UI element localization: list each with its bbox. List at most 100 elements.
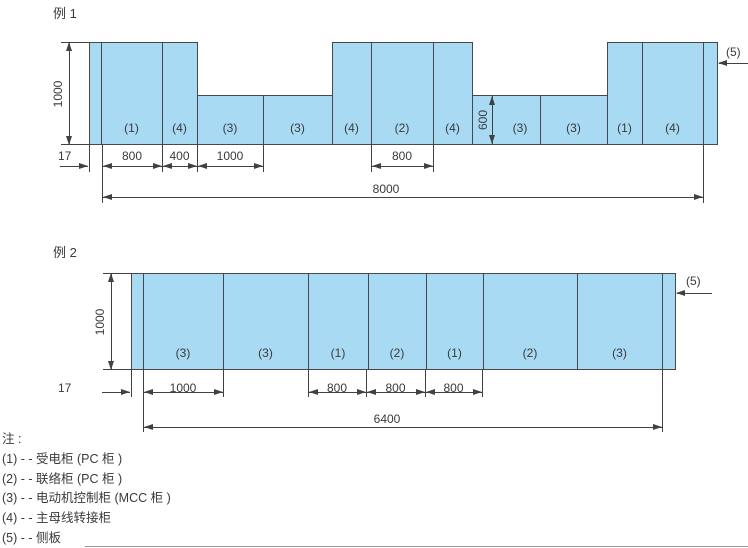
cabinet-label: (4) bbox=[172, 121, 187, 135]
cabinet-block bbox=[433, 42, 473, 145]
extension-line bbox=[103, 369, 131, 370]
dim-line bbox=[719, 63, 748, 64]
side-panel-block bbox=[662, 273, 676, 370]
example-2-panel-dim-label: 17 bbox=[58, 381, 72, 395]
dim-arrowhead-down-icon bbox=[107, 361, 114, 370]
cabinet-label: (4) bbox=[445, 121, 460, 135]
extension-line bbox=[61, 144, 89, 145]
dim-line bbox=[102, 166, 162, 167]
example-2-height-dim-label: 1000 bbox=[93, 308, 107, 335]
example-1-width-dim-label: 800 bbox=[121, 149, 143, 163]
extension-line bbox=[131, 370, 132, 397]
example-1-width-dim-label: 800 bbox=[391, 149, 413, 163]
cabinet-label: (3) bbox=[258, 346, 273, 360]
cabinet-label: (3) bbox=[290, 121, 305, 135]
dim-line bbox=[366, 392, 425, 393]
dim-line bbox=[102, 197, 703, 198]
dim-arrowhead-right-icon bbox=[254, 162, 263, 169]
extension-line bbox=[662, 370, 663, 432]
dim-line bbox=[60, 166, 88, 167]
example-2-width-dim-label: 800 bbox=[385, 381, 406, 395]
note-item-1: (1) - - 受电柜 (PC 柜 ) bbox=[2, 451, 123, 466]
example-1-height-dim-label: 1000 bbox=[51, 80, 65, 107]
cabinet-block bbox=[197, 95, 264, 145]
dim-line bbox=[162, 166, 197, 167]
side-panel-block bbox=[703, 42, 718, 145]
dim-arrowhead-right-icon bbox=[121, 388, 130, 395]
cabinet-label: (3) bbox=[175, 346, 191, 360]
example-1-panel-dim-label: 17 bbox=[58, 149, 72, 163]
dim-arrowhead-right-icon bbox=[424, 162, 433, 169]
dim-arrowhead-right-icon bbox=[653, 423, 662, 430]
example-2-side-panel-callout-label: (5) bbox=[686, 274, 701, 288]
dim-arrowhead-up-icon bbox=[488, 96, 495, 105]
extension-line bbox=[425, 370, 426, 397]
dim-line bbox=[308, 392, 366, 393]
dim-arrowhead-right-icon bbox=[153, 162, 162, 169]
extension-line bbox=[223, 370, 224, 397]
example-2-width-dim-label: 1000 bbox=[169, 381, 197, 395]
cabinet-block bbox=[162, 42, 198, 145]
dim-arrowhead-down-icon bbox=[488, 135, 495, 144]
dim-arrowhead-left-icon bbox=[426, 388, 435, 395]
extension-line bbox=[703, 145, 704, 203]
dim-arrowhead-right-icon bbox=[694, 193, 703, 200]
dim-line bbox=[371, 166, 433, 167]
example-2-width-dim-label: 800 bbox=[443, 381, 464, 395]
cabinet-label: (2) bbox=[389, 346, 405, 360]
note-item-3: (3) - - 电动机控制柜 (MCC 柜 ) bbox=[2, 491, 171, 506]
cabinet-block bbox=[540, 95, 608, 145]
extension-line bbox=[197, 145, 198, 172]
note-item-5: (5) - - 侧板 bbox=[2, 530, 62, 545]
page-bottom-rule bbox=[85, 546, 748, 547]
cabinet-block bbox=[483, 273, 578, 370]
cabinet-label: (3) bbox=[612, 346, 627, 360]
notes-section: 注 : (1) - - 受电柜 (PC 柜 ) (2) - - 联络柜 (PC … bbox=[2, 430, 171, 548]
notes-heading: 注 : bbox=[2, 432, 22, 446]
cabinet-block bbox=[472, 95, 541, 145]
dim-line bbox=[143, 427, 662, 428]
dim-line bbox=[143, 392, 223, 393]
extension-line bbox=[371, 145, 372, 172]
extension-line bbox=[263, 145, 264, 172]
example-1-overall-dim-label: 8000 bbox=[372, 182, 400, 196]
cabinet-label: (3) bbox=[512, 121, 528, 135]
dim-arrowhead-left-icon bbox=[103, 162, 112, 169]
example-1-width-dim-label: 400 bbox=[169, 149, 190, 163]
example-1-side-panel-callout-label: (5) bbox=[726, 45, 741, 59]
dim-arrowhead-left-icon bbox=[163, 162, 172, 169]
extension-line bbox=[162, 145, 163, 172]
example-1-title: 例 1 bbox=[53, 6, 77, 21]
dim-arrowhead-left-icon bbox=[198, 162, 207, 169]
dim-arrowhead-left-icon bbox=[144, 388, 153, 395]
dim-arrowhead-right-icon bbox=[214, 388, 223, 395]
dim-line bbox=[111, 273, 112, 370]
note-item-2: (2) - - 联络柜 (PC 柜 ) bbox=[2, 471, 123, 486]
dim-arrowhead-left-icon bbox=[372, 162, 381, 169]
dim-arrowhead-right-icon bbox=[357, 388, 366, 395]
cabinet-label: (1) bbox=[447, 346, 462, 360]
dim-line bbox=[102, 392, 130, 393]
dim-arrowhead-left-icon bbox=[367, 388, 376, 395]
extension-line bbox=[308, 370, 309, 397]
cabinet-block bbox=[577, 273, 663, 370]
cabinet-block bbox=[143, 273, 224, 370]
example-1-inner-height-dim-label: 600 bbox=[476, 109, 490, 131]
cabinet-block bbox=[101, 42, 163, 145]
dim-line bbox=[677, 293, 712, 294]
example-1-width-dim-label: 1000 bbox=[216, 149, 244, 163]
cabinet-block bbox=[263, 95, 333, 145]
example-2-width-dim-label: 800 bbox=[326, 381, 348, 395]
dim-arrowhead-left-icon bbox=[103, 193, 112, 200]
dim-arrowhead-right-icon bbox=[473, 388, 482, 395]
dim-arrowhead-up-icon bbox=[65, 42, 72, 51]
dim-line bbox=[197, 166, 263, 167]
cabinet-label: (3) bbox=[222, 121, 238, 135]
extension-line bbox=[366, 370, 367, 397]
note-item-4: (4) - - 主母线转接柜 bbox=[2, 511, 112, 526]
dim-arrowhead-left-icon bbox=[309, 388, 318, 395]
dim-arrowhead-right-icon bbox=[416, 388, 425, 395]
extension-line bbox=[102, 145, 103, 203]
cabinet-block bbox=[368, 273, 427, 370]
